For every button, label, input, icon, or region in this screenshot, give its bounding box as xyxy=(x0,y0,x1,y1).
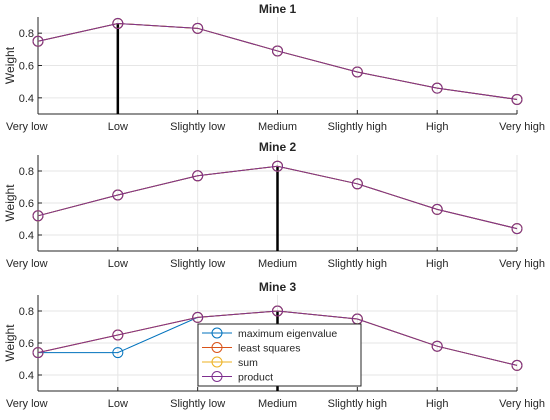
series-line-product xyxy=(37,310,518,366)
x-tick-label: Very high xyxy=(499,121,545,133)
legend-label: least squares xyxy=(238,343,300,355)
legend-marker xyxy=(211,356,223,368)
y-tick-label: 0.4 xyxy=(19,370,34,382)
y-axis-label: Weight xyxy=(3,324,17,362)
x-tick-label: Low xyxy=(108,398,128,410)
x-tick-label: Very high xyxy=(499,398,545,410)
x-tick-label: Slightly high xyxy=(328,398,387,410)
y-axis-label: Weight xyxy=(3,184,17,222)
chart-title: Mine 1 xyxy=(259,2,297,16)
series-line-product xyxy=(37,22,518,100)
data-point xyxy=(192,170,204,182)
data-point xyxy=(431,340,443,352)
x-tick-label: Very low xyxy=(6,121,48,133)
x-tick-label: Very low xyxy=(6,258,48,270)
x-tick-label: High xyxy=(426,258,449,270)
series-line-product xyxy=(37,165,518,230)
y-tick-label: 0.4 xyxy=(19,230,34,242)
x-tick-label: High xyxy=(426,121,449,133)
y-tick-label: 0.8 xyxy=(19,28,34,40)
legend-label: sum xyxy=(238,357,258,369)
legend-marker xyxy=(211,371,223,382)
data-point xyxy=(511,359,523,371)
x-tick-label: Slightly low xyxy=(170,121,225,133)
legend-label: maximum eigenvalue xyxy=(238,328,337,340)
legend-box xyxy=(197,323,362,387)
data-point xyxy=(32,35,44,47)
x-tick-label: Slightly high xyxy=(328,121,387,133)
chart-panel-1: Very low Low Slightly low Medium Slightly hi… xyxy=(3,2,545,133)
legend-label: product xyxy=(238,372,273,384)
data-point xyxy=(272,160,283,172)
data-point xyxy=(32,210,44,222)
x-tick-label: Medium xyxy=(258,121,297,133)
data-point xyxy=(112,189,124,201)
legend: maximum eigenvalue least squares sum produc… xyxy=(197,323,362,387)
x-tick-label: Medium xyxy=(258,398,297,410)
data-point xyxy=(192,22,204,34)
data-point xyxy=(272,45,283,57)
data-point xyxy=(112,329,124,341)
data-point xyxy=(112,17,124,29)
data-point xyxy=(351,178,363,190)
x-tick-label: Low xyxy=(108,258,128,270)
x-tick-label: Slightly low xyxy=(170,398,225,410)
chart-panel-2: Very low Low Slightly low Medium Slightly hi… xyxy=(3,140,545,270)
chart-panel-3: Very low Low Slightly low Medium Slightly hi… xyxy=(3,280,545,410)
chart-title: Mine 3 xyxy=(259,280,297,294)
x-tick-label: Very high xyxy=(499,258,545,270)
data-point xyxy=(431,203,443,215)
legend-marker xyxy=(211,342,223,353)
data-point xyxy=(272,305,283,317)
legend-marker xyxy=(211,327,223,339)
y-tick-label: 0.6 xyxy=(19,61,34,73)
x-tick-label: Very low xyxy=(6,398,48,410)
x-tick-label: Slightly high xyxy=(328,258,387,270)
x-tick-label: Slightly low xyxy=(170,258,225,270)
chart-title: Mine 2 xyxy=(259,140,297,154)
data-point xyxy=(511,223,523,235)
data-point xyxy=(112,347,124,359)
data-point xyxy=(192,311,204,323)
y-axis-label: Weight xyxy=(3,46,17,84)
x-tick-label: Medium xyxy=(258,258,297,270)
y-tick-label: 0.8 xyxy=(19,306,34,318)
x-tick-label: Low xyxy=(108,121,128,133)
data-point xyxy=(511,93,523,105)
y-tick-label: 0.6 xyxy=(19,338,34,350)
y-tick-label: 0.8 xyxy=(19,166,34,178)
y-tick-label: 0.4 xyxy=(19,93,34,105)
y-tick-label: 0.6 xyxy=(19,198,34,210)
data-point xyxy=(431,82,443,94)
data-point xyxy=(351,66,363,78)
x-tick-label: High xyxy=(426,398,449,410)
data-point xyxy=(32,347,44,359)
